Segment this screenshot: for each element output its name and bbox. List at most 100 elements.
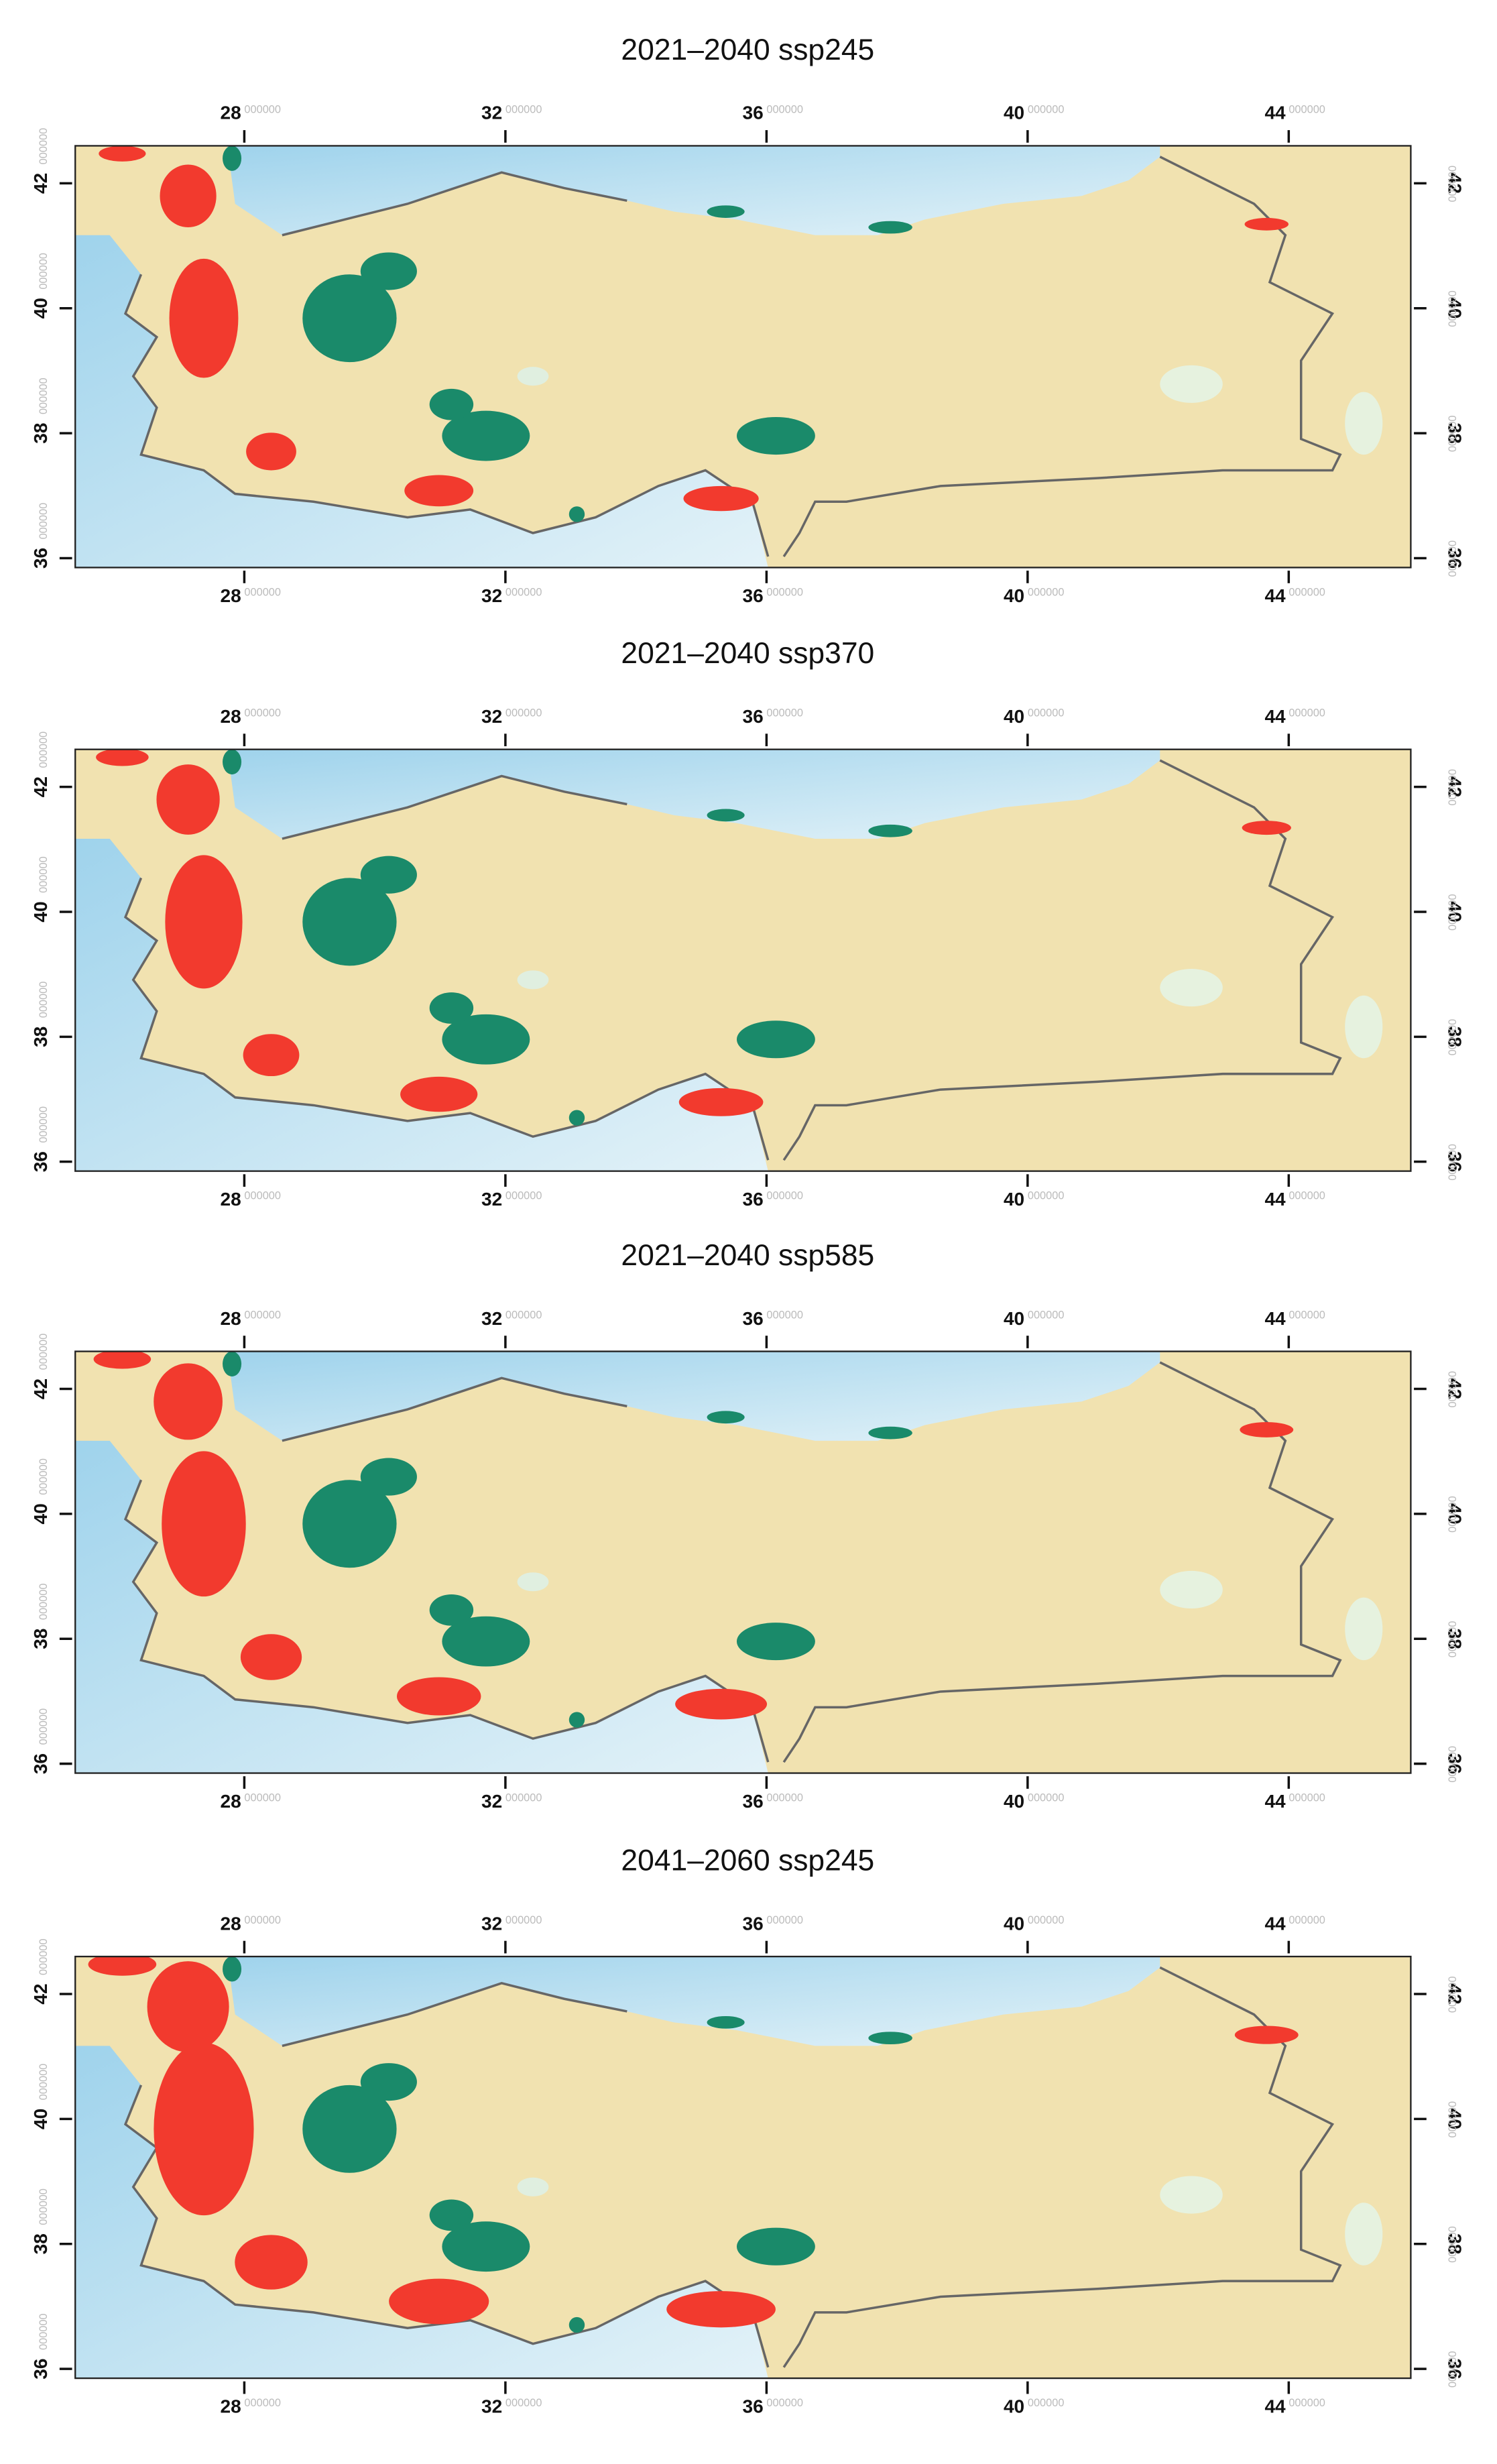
tick-suffix: 000000 <box>766 1914 803 1926</box>
tick-suffix: 000000 <box>38 1708 50 1745</box>
red-patch <box>683 485 759 512</box>
tick-suffix: 000000 <box>38 1584 50 1621</box>
tick-suffix: 000000 <box>1028 1914 1065 1926</box>
x-tick-label: 32 <box>481 1913 502 1934</box>
x-tick-label: 32 <box>481 1308 502 1329</box>
y-tick-label: 38 <box>1445 2233 1465 2254</box>
tick-suffix: 000000 <box>244 103 281 115</box>
x-tick-label: 44 <box>1264 2396 1286 2417</box>
x-tick-label: 36 <box>742 706 763 727</box>
tick-suffix: 000000 <box>505 1914 542 1926</box>
red-patch <box>240 1634 302 1680</box>
tick-suffix: 000000 <box>244 1309 281 1321</box>
tick-suffix: 000000 <box>38 856 50 893</box>
x-tick-label: 32 <box>481 103 502 123</box>
tick-suffix: 000000 <box>766 1309 803 1321</box>
tick-suffix: 000000 <box>1028 103 1065 115</box>
tick-suffix: 000000 <box>1446 2226 1458 2263</box>
x-tick-label: 28 <box>221 706 241 727</box>
tick-suffix: 000000 <box>1446 166 1458 202</box>
x-tick-label: 36 <box>742 103 763 123</box>
x-tick-label: 44 <box>1264 706 1286 727</box>
tick-suffix: 000000 <box>766 587 803 599</box>
tick-suffix: 000000 <box>1446 416 1458 453</box>
red-patch <box>169 258 239 378</box>
tick-suffix: 000000 <box>1446 1621 1458 1658</box>
tick-suffix: 000000 <box>1446 1371 1458 1408</box>
y-tick-label: 42 <box>30 776 51 797</box>
x-tick-label: 32 <box>481 2396 502 2417</box>
x-tick-label: 28 <box>221 103 241 123</box>
x-tick-label: 32 <box>481 585 502 606</box>
x-tick-label: 44 <box>1264 1189 1286 1210</box>
red-patch <box>1244 218 1289 231</box>
y-tick-label: 38 <box>30 2233 51 2254</box>
y-tick-label: 42 <box>30 1983 51 2004</box>
y-tick-label: 40 <box>1445 901 1465 922</box>
tick-suffix: 000000 <box>505 707 542 719</box>
red-patch <box>1234 2026 1299 2044</box>
tick-suffix: 000000 <box>1289 1190 1325 1202</box>
y-tick-label: 40 <box>30 298 51 318</box>
x-tick-label: 40 <box>1004 585 1024 606</box>
tick-suffix: 000000 <box>1446 2101 1458 2138</box>
tick-suffix: 000000 <box>38 2188 50 2225</box>
red-patch <box>154 2042 254 2216</box>
tick-suffix: 000000 <box>505 1309 542 1321</box>
tick-suffix: 000000 <box>766 103 803 115</box>
map-title: 2021–2040 ssp585 <box>621 1239 874 1272</box>
map-panel <box>75 1351 1411 1773</box>
map-frame <box>74 1955 1412 2380</box>
tick-suffix: 000000 <box>38 377 50 414</box>
tick-suffix: 000000 <box>1446 1019 1458 1056</box>
x-tick-label: 40 <box>1004 2396 1024 2417</box>
tick-suffix: 000000 <box>1446 1496 1458 1533</box>
map-panel <box>75 1956 1411 2379</box>
red-patch <box>678 1088 764 1116</box>
y-tick-label: 42 <box>30 173 51 194</box>
map-panel <box>75 145 1411 568</box>
map-frame <box>74 748 1412 1172</box>
x-tick-label: 28 <box>221 1913 241 1934</box>
tick-suffix: 000000 <box>1446 769 1458 806</box>
x-tick-label: 28 <box>221 1308 241 1329</box>
x-tick-label: 40 <box>1004 103 1024 123</box>
y-tick-label: 42 <box>1445 1983 1465 2004</box>
x-tick-label: 28 <box>221 2396 241 2417</box>
tick-suffix: 000000 <box>1446 1144 1458 1181</box>
map-frame <box>74 1350 1412 1774</box>
x-tick-label: 36 <box>742 1913 763 1934</box>
y-tick-label: 40 <box>1445 298 1465 318</box>
red-patch <box>243 1034 300 1077</box>
y-tick-label: 36 <box>1445 1151 1465 1172</box>
y-tick-label: 40 <box>30 2109 51 2129</box>
red-patch <box>235 2235 308 2290</box>
red-patch <box>666 2291 776 2328</box>
tick-suffix: 000000 <box>38 253 50 290</box>
red-patch <box>404 475 474 507</box>
tick-suffix: 000000 <box>1446 1746 1458 1783</box>
tick-suffix: 000000 <box>1289 1914 1325 1926</box>
tick-suffix: 000000 <box>244 2397 281 2409</box>
map-panel <box>75 749 1411 1171</box>
x-tick-label: 28 <box>221 1791 241 1812</box>
x-tick-label: 36 <box>742 585 763 606</box>
y-tick-label: 42 <box>1445 173 1465 194</box>
x-tick-label: 32 <box>481 706 502 727</box>
tick-suffix: 000000 <box>1028 707 1065 719</box>
tick-suffix: 000000 <box>1446 290 1458 327</box>
tick-suffix: 000000 <box>1289 1792 1325 1804</box>
tick-suffix: 000000 <box>1446 2351 1458 2388</box>
x-tick-label: 32 <box>481 1791 502 1812</box>
tick-suffix: 000000 <box>1289 2397 1325 2409</box>
map-frame <box>74 145 1412 569</box>
tick-suffix: 000000 <box>1289 103 1325 115</box>
red-patch <box>154 1363 223 1440</box>
x-tick-label: 44 <box>1264 103 1286 123</box>
x-tick-label: 40 <box>1004 1308 1024 1329</box>
red-patch <box>165 855 243 989</box>
tick-suffix: 000000 <box>38 503 50 540</box>
red-patch <box>147 1961 229 2052</box>
y-tick-label: 38 <box>1445 1026 1465 1047</box>
